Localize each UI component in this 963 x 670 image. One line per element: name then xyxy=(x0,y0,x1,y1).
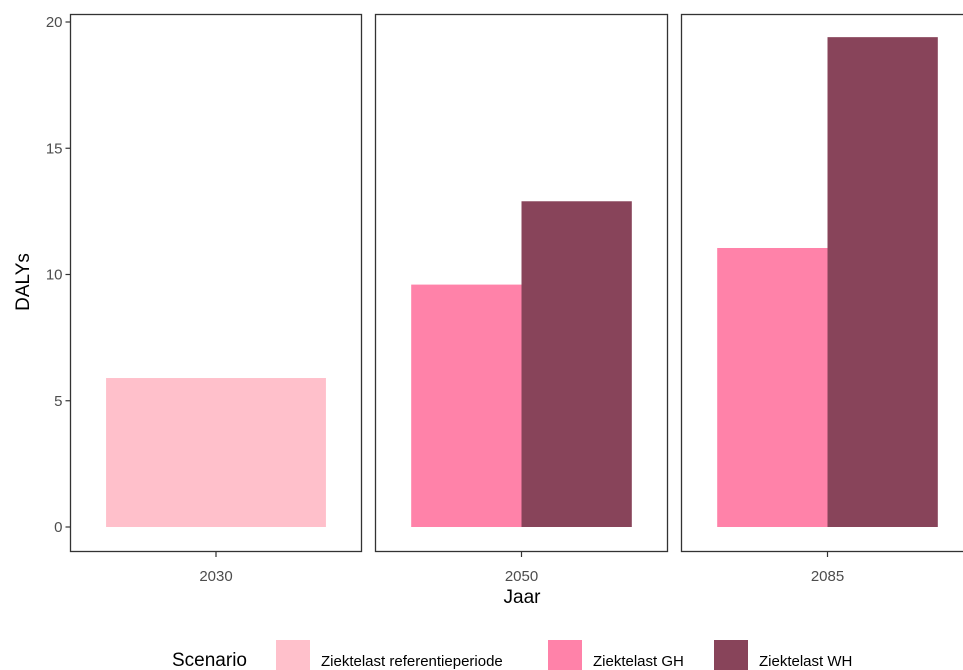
y-tick-label-5: 5 xyxy=(54,393,62,410)
x-tick-label-2050: 2050 xyxy=(505,568,538,585)
facet-panel-2050 xyxy=(374,13,669,553)
x-axis-title: Jaar xyxy=(504,587,542,608)
legend-key-ziektelast-gh xyxy=(548,640,582,670)
y-tick-label-20: 20 xyxy=(46,14,63,31)
panel-border xyxy=(374,13,669,553)
legend-key-ziektelast-referentieperiode xyxy=(276,640,310,670)
y-tick-label-15: 15 xyxy=(46,140,63,157)
y-tick-label-0: 0 xyxy=(54,519,62,536)
bar-2085-ziektelast-wh xyxy=(827,37,938,528)
bar-2030-ziektelast-referentieperiode xyxy=(106,378,326,527)
bar-2050-ziektelast-wh xyxy=(521,201,632,527)
bar-2085-ziektelast-gh xyxy=(717,247,828,528)
legend-label: Ziektelast referentieperiode xyxy=(321,653,503,670)
x-tick-label-2030: 2030 xyxy=(199,568,232,585)
legend-title: Scenario xyxy=(172,650,247,670)
facet-panel-2030 xyxy=(69,13,363,553)
legend-label: Ziektelast GH xyxy=(593,653,684,670)
panel-border xyxy=(680,13,963,553)
facet-panel-2085 xyxy=(680,13,963,553)
bar-2050-ziektelast-gh xyxy=(411,284,522,527)
facet-panels xyxy=(69,13,963,553)
y-axis: 0 5 10 15 20 xyxy=(46,14,71,536)
x-tick-label-2085: 2085 xyxy=(811,568,844,585)
panel-border xyxy=(69,13,363,553)
legend: Scenario Ziektelast referentieperiode Zie… xyxy=(172,640,852,670)
x-axis: 2030 2050 2085 xyxy=(199,552,844,585)
legend-label: Ziektelast WH xyxy=(759,653,852,670)
y-axis-title: DALYs xyxy=(13,253,34,311)
legend-key-ziektelast-wh xyxy=(714,640,748,670)
y-tick-label-10: 10 xyxy=(46,267,63,284)
